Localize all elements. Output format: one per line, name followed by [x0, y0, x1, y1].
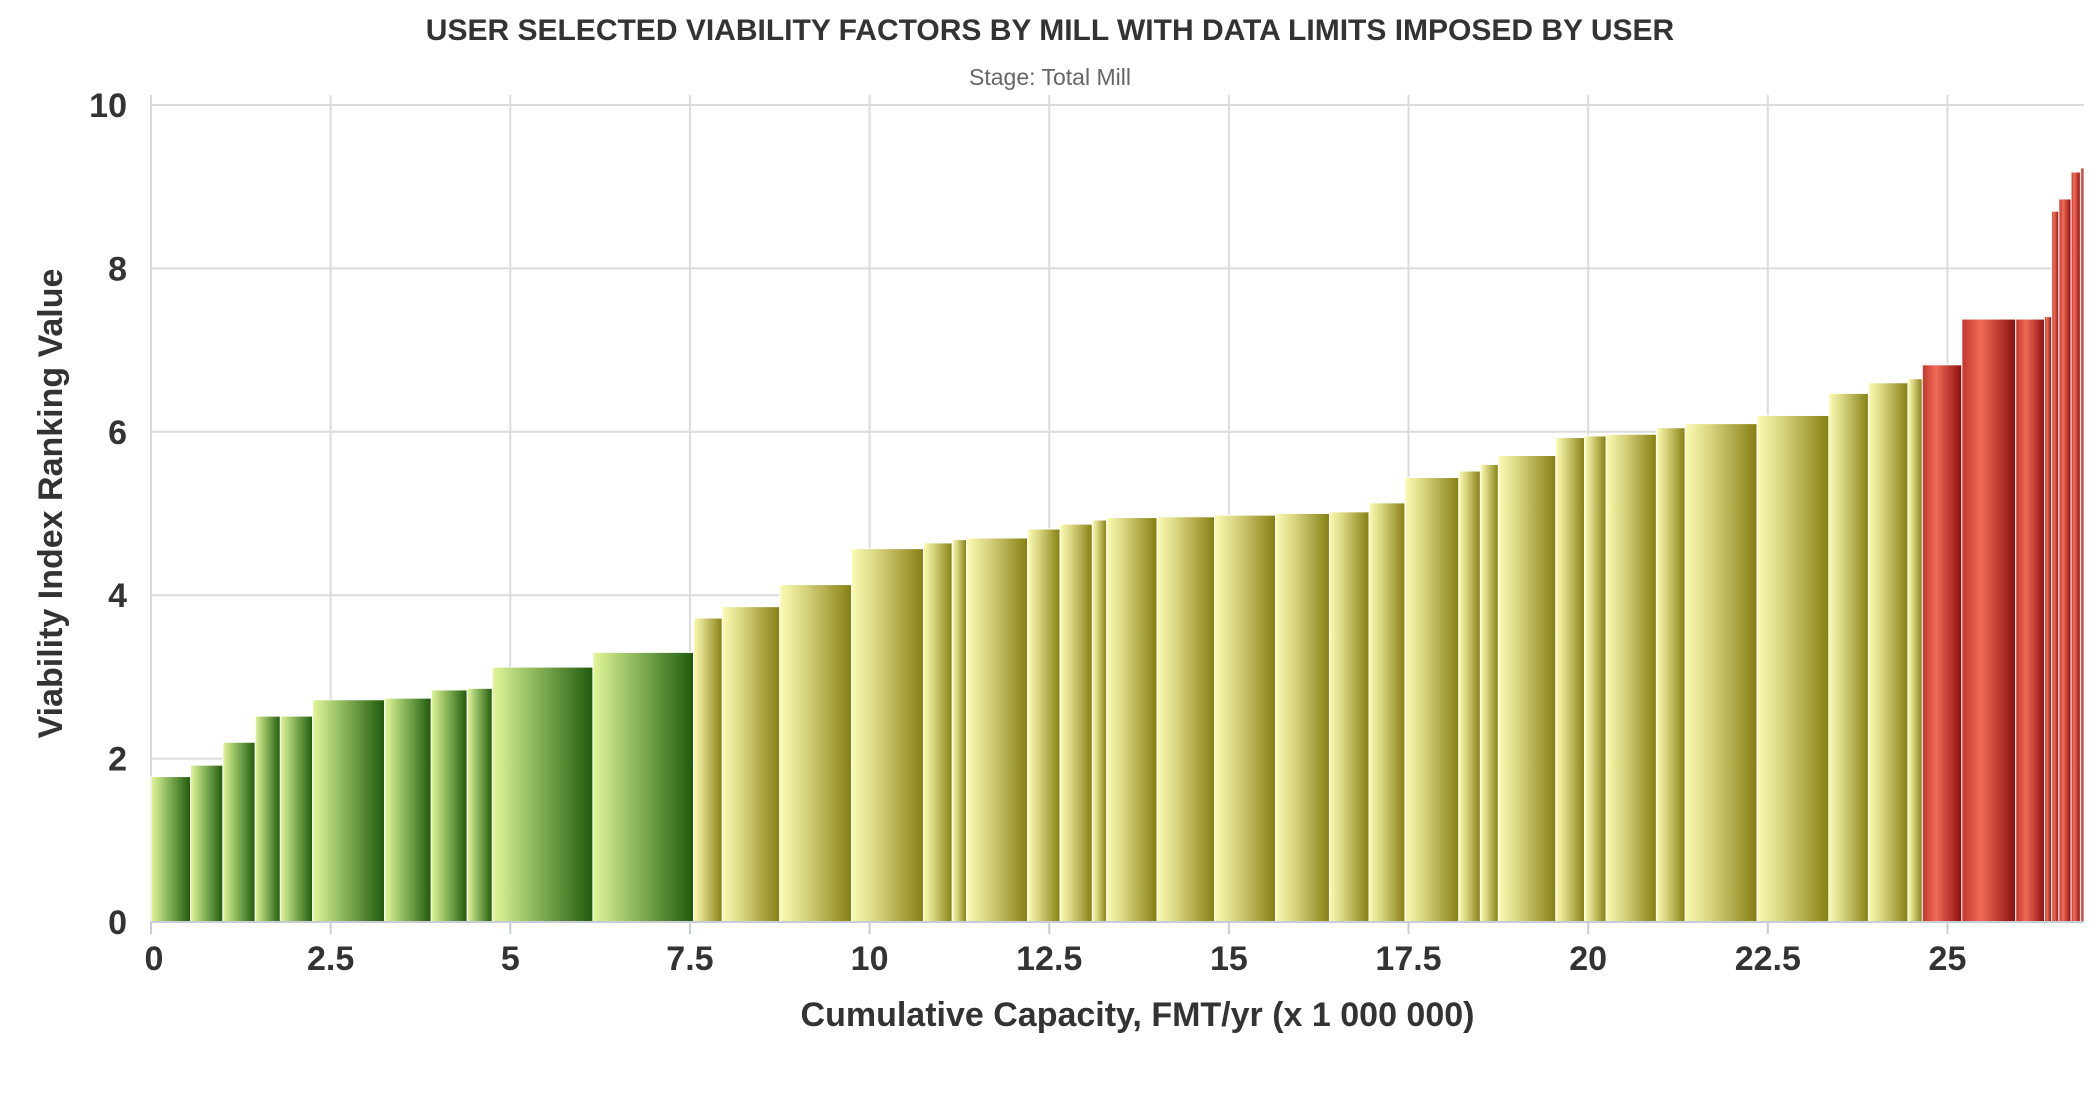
x-tick-label: 15 [1210, 940, 1248, 978]
bar[interactable] [1027, 528, 1061, 923]
bar[interactable] [2070, 171, 2081, 923]
bar[interactable] [2079, 167, 2085, 923]
bar[interactable] [1091, 519, 1108, 923]
bar[interactable] [150, 776, 192, 923]
x-tick-label: 10 [851, 940, 889, 978]
x-tick-label: 20 [1569, 940, 1607, 978]
bar[interactable] [279, 715, 314, 923]
bar[interactable] [1605, 433, 1657, 923]
bar[interactable] [312, 699, 386, 923]
x-tick-label: 2.5 [307, 940, 354, 978]
bar[interactable] [1584, 435, 1607, 923]
bar[interactable] [1497, 454, 1557, 923]
bar[interactable] [491, 666, 594, 923]
bar[interactable] [1555, 437, 1586, 923]
bar[interactable] [693, 617, 723, 923]
x-axis-label: Cumulative Capacity, FMT/yr (x 1 000 000… [801, 996, 1475, 1034]
bar[interactable] [1368, 502, 1406, 923]
bar[interactable] [1328, 511, 1370, 923]
y-tick-label: 6 [108, 414, 127, 452]
x-tick-label: 0 [145, 940, 164, 978]
x-tick-label: 22.5 [1735, 940, 1801, 978]
bar[interactable] [966, 537, 1029, 923]
bar-layer [150, 167, 2085, 923]
chart-subtitle: Stage: Total Mill [969, 64, 1131, 90]
bar[interactable] [1059, 523, 1093, 923]
y-axis-label: Viability Index Ranking Value [32, 269, 70, 739]
x-tick-label: 5 [501, 940, 520, 978]
bar[interactable] [466, 687, 493, 923]
tick-layer: 0 2.5 5 7.5 10 12.5 15 17.5 20 22.5 25 0 2 4 6 8 10 [89, 87, 1966, 978]
bar[interactable] [384, 697, 432, 923]
chart-title: USER SELECTED VIABILITY FACTORS BY MILL … [425, 14, 1675, 47]
bar[interactable] [1214, 514, 1277, 923]
bar[interactable] [592, 651, 695, 923]
bar[interactable] [2015, 318, 2045, 923]
bar[interactable] [1907, 378, 1923, 923]
x-tick-label: 12.5 [1016, 940, 1082, 978]
bar[interactable] [1479, 463, 1499, 923]
bar[interactable] [1156, 516, 1216, 923]
bar[interactable] [1275, 513, 1330, 923]
y-tick-label: 2 [108, 741, 127, 779]
bar[interactable] [2051, 210, 2060, 923]
bar[interactable] [1921, 364, 1963, 923]
bar[interactable] [922, 542, 953, 923]
y-tick-label: 8 [108, 250, 127, 288]
bar[interactable] [779, 584, 853, 923]
bar[interactable] [1684, 423, 1758, 923]
bar[interactable] [1867, 382, 1909, 923]
bar[interactable] [190, 764, 224, 923]
bar[interactable] [1756, 414, 1830, 923]
bar[interactable] [222, 741, 256, 923]
x-tick-label: 17.5 [1375, 940, 1441, 978]
bar[interactable] [951, 539, 968, 923]
bar[interactable] [1404, 477, 1460, 923]
bar[interactable] [254, 715, 281, 923]
bar[interactable] [1106, 517, 1158, 923]
bar[interactable] [1828, 392, 1869, 923]
bar[interactable] [1961, 318, 2017, 923]
y-tick-label: 0 [108, 904, 127, 942]
bar[interactable] [2043, 316, 2053, 923]
bar[interactable] [1458, 470, 1481, 923]
bar[interactable] [2058, 198, 2072, 923]
x-tick-label: 25 [1929, 940, 1967, 978]
bar[interactable] [1655, 427, 1686, 923]
bar[interactable] [851, 548, 924, 923]
y-tick-label: 4 [108, 577, 127, 615]
bar[interactable] [430, 689, 468, 923]
bar[interactable] [721, 606, 781, 923]
y-tick-label: 10 [89, 87, 127, 125]
x-tick-label: 7.5 [666, 940, 713, 978]
